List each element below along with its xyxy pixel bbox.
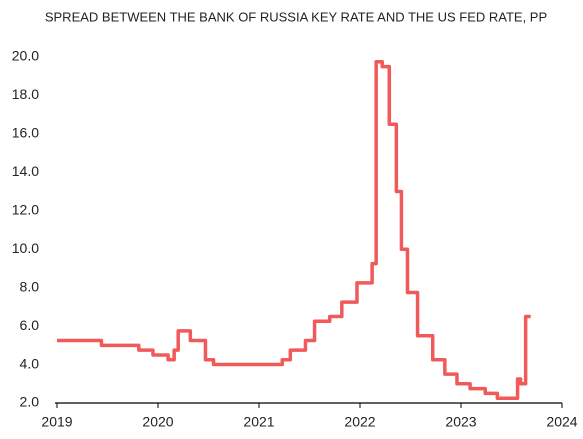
chart-title: SPREAD BETWEEN THE BANK OF RUSSIA KEY RA…	[45, 9, 547, 24]
y-tick-label: 4.0	[20, 355, 40, 371]
y-tick-label: 20.0	[12, 48, 39, 64]
x-tick-label: 2022	[344, 414, 375, 430]
x-tick-label: 2024	[546, 414, 577, 430]
y-tick-label: 14.0	[12, 163, 39, 179]
x-tick-label: 2023	[445, 414, 476, 430]
x-tick-label: 2020	[142, 414, 173, 430]
data-line	[57, 60, 531, 400]
x-tick-label: 2021	[243, 414, 274, 430]
y-tick-label: 10.0	[12, 240, 39, 256]
y-tick-label: 6.0	[20, 317, 40, 333]
y-tick-label: 2.0	[20, 394, 40, 410]
y-tick-label: 12.0	[12, 201, 39, 217]
y-tick-label: 18.0	[12, 86, 39, 102]
x-tick-label: 2019	[41, 414, 72, 430]
y-tick-label: 16.0	[12, 125, 39, 141]
y-tick-label: 8.0	[20, 278, 40, 294]
